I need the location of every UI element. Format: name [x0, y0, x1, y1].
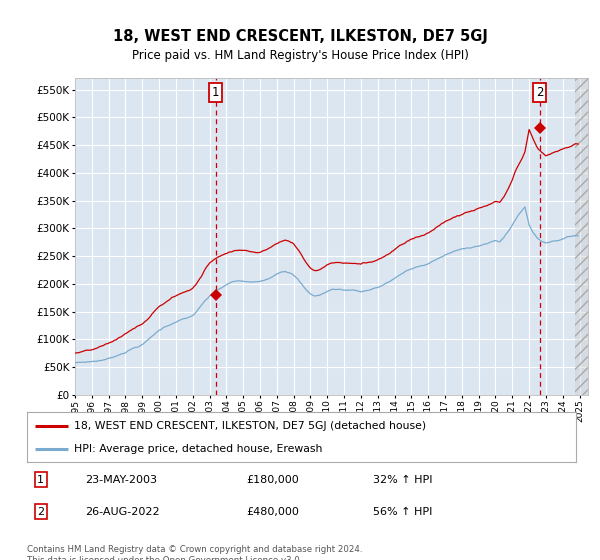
- Text: Contains HM Land Registry data © Crown copyright and database right 2024.
This d: Contains HM Land Registry data © Crown c…: [27, 545, 362, 560]
- Text: 26-AUG-2022: 26-AUG-2022: [85, 507, 159, 517]
- Text: 2: 2: [37, 507, 44, 517]
- Text: 18, WEST END CRESCENT, ILKESTON, DE7 5GJ (detached house): 18, WEST END CRESCENT, ILKESTON, DE7 5GJ…: [74, 421, 426, 431]
- Text: 23-MAY-2003: 23-MAY-2003: [85, 475, 157, 484]
- Text: 1: 1: [37, 475, 44, 484]
- Text: 32% ↑ HPI: 32% ↑ HPI: [373, 475, 433, 484]
- Text: 1: 1: [212, 86, 220, 99]
- Text: £480,000: £480,000: [247, 507, 299, 517]
- Text: Price paid vs. HM Land Registry's House Price Index (HPI): Price paid vs. HM Land Registry's House …: [131, 49, 469, 63]
- Text: £180,000: £180,000: [247, 475, 299, 484]
- Text: 56% ↑ HPI: 56% ↑ HPI: [373, 507, 432, 517]
- Text: 18, WEST END CRESCENT, ILKESTON, DE7 5GJ: 18, WEST END CRESCENT, ILKESTON, DE7 5GJ: [113, 29, 487, 44]
- Text: 2: 2: [536, 86, 544, 99]
- Text: HPI: Average price, detached house, Erewash: HPI: Average price, detached house, Erew…: [74, 444, 322, 454]
